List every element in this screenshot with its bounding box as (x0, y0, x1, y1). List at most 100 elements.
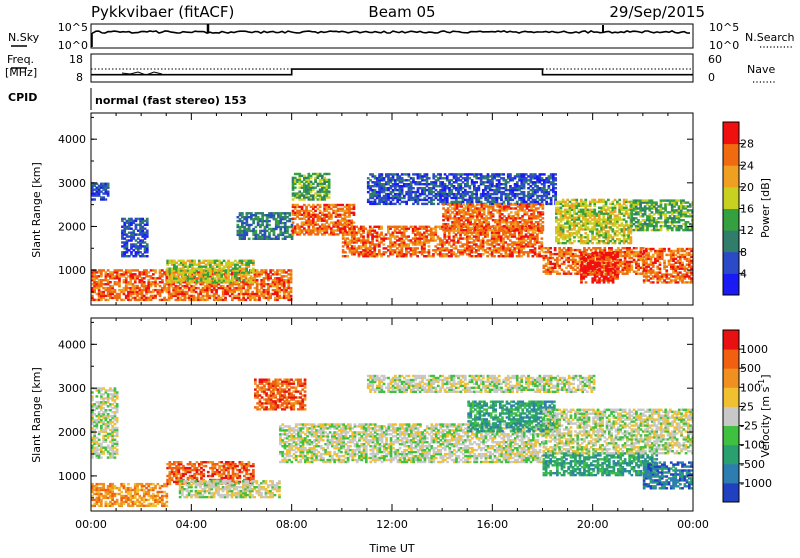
power-cell (236, 268, 239, 270)
power-cell (556, 257, 559, 259)
power-cell (527, 232, 530, 234)
power-cell (633, 251, 636, 253)
power-cell (257, 216, 260, 218)
power-cell (563, 261, 566, 263)
power-cell (459, 245, 462, 247)
power-cell (281, 297, 284, 299)
power-cell (385, 237, 388, 239)
power-cell (405, 191, 408, 193)
power-cell (255, 212, 258, 214)
power-cell (498, 243, 501, 245)
power-cell (532, 181, 535, 183)
power-cell (349, 228, 352, 230)
power-cell (317, 214, 320, 216)
freq-tick-bottom: 8 (76, 71, 83, 84)
power-cell (450, 173, 453, 175)
power-cell (256, 299, 259, 301)
power-cell (523, 219, 526, 221)
power-cell (475, 243, 478, 245)
beam-label: Beam 05 (368, 3, 435, 21)
power-cell (342, 245, 345, 247)
power-cell (471, 255, 474, 257)
power-cell (294, 192, 297, 194)
power-cell (412, 177, 415, 179)
power-cell (285, 295, 288, 297)
power-heatmap-cells (91, 173, 695, 301)
power-cell (321, 233, 324, 235)
power-cell (220, 268, 223, 270)
power-cell (314, 210, 317, 212)
power-cell (389, 233, 392, 235)
power-cell (305, 206, 308, 208)
power-cell (100, 196, 103, 198)
power-cell (539, 227, 542, 229)
power-cell (291, 224, 294, 226)
power-cell (552, 195, 555, 197)
power-cell (399, 203, 402, 205)
power-cell (100, 183, 103, 185)
power-cell (344, 230, 347, 232)
power-cell (290, 287, 293, 289)
nsky-trace (92, 31, 690, 33)
power-cell (450, 183, 453, 185)
power-cell (288, 226, 291, 228)
power-cell (120, 273, 123, 275)
power-cell (437, 226, 440, 228)
power-cell (222, 299, 225, 301)
power-cell (126, 255, 129, 257)
power-cell (246, 228, 249, 230)
power-cell (412, 237, 415, 239)
power-cell (121, 251, 124, 253)
power-cell (508, 205, 511, 207)
power-cell (547, 257, 550, 259)
power-cell (298, 191, 301, 193)
power-cell (114, 289, 117, 291)
power-cell (530, 227, 533, 229)
power-cell (473, 173, 476, 175)
power-cell (120, 299, 123, 301)
power-cell (123, 287, 126, 289)
power-cell (523, 227, 526, 229)
power-cell (435, 189, 438, 191)
power-cell (126, 226, 129, 228)
power-cell (478, 197, 481, 199)
nsearch-right-label: N.Search (745, 31, 795, 44)
power-cell (138, 297, 141, 299)
power-cell (396, 251, 399, 253)
freq-panel: Freq. [MHz] 18 8 60 0 Nave (5, 53, 776, 84)
power-cell (143, 281, 146, 283)
power-cell (344, 251, 347, 253)
power-cell (294, 225, 297, 227)
power-cell (532, 187, 535, 189)
power-cell (265, 297, 268, 299)
power-cell (369, 226, 372, 228)
power-cell (301, 214, 304, 216)
power-cell (486, 239, 489, 241)
power-cell (437, 243, 440, 245)
power-cell (535, 215, 538, 217)
power-cell (141, 253, 144, 255)
power-cell (548, 185, 551, 187)
power-cell (298, 173, 301, 175)
power-cell (281, 289, 284, 291)
power-cell (421, 199, 424, 201)
power-cell (535, 221, 538, 223)
power-cell (193, 279, 196, 281)
power-cell (453, 181, 456, 183)
power-cell (292, 221, 295, 223)
power-cell (437, 199, 440, 201)
power-cell (543, 255, 546, 257)
power-cell (525, 195, 528, 197)
power-cell (383, 183, 386, 185)
power-cell (353, 204, 356, 206)
power-cell (543, 247, 546, 249)
power-cell (238, 293, 241, 295)
power-cell (378, 173, 381, 175)
power-cell (154, 289, 157, 291)
power-cell (567, 265, 570, 267)
power-cell (346, 241, 349, 243)
power-cell (100, 269, 103, 271)
power-cell (272, 293, 275, 295)
power-cell (580, 273, 583, 275)
power-cell (421, 203, 424, 205)
